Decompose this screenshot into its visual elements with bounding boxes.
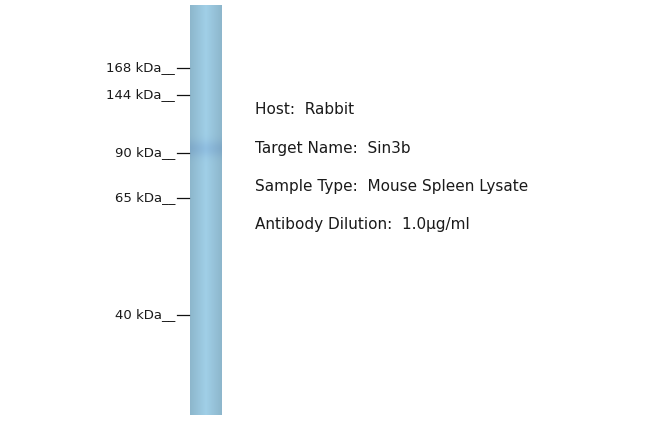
Text: Host:  Rabbit: Host: Rabbit [255, 103, 354, 117]
Text: 144 kDa__: 144 kDa__ [106, 88, 175, 101]
Text: 90 kDa__: 90 kDa__ [115, 146, 175, 159]
Text: 168 kDa__: 168 kDa__ [106, 61, 175, 74]
Text: 40 kDa__: 40 kDa__ [115, 308, 175, 321]
Text: Sample Type:  Mouse Spleen Lysate: Sample Type: Mouse Spleen Lysate [255, 178, 528, 194]
Text: 65 kDa__: 65 kDa__ [114, 191, 175, 204]
Text: Antibody Dilution:  1.0µg/ml: Antibody Dilution: 1.0µg/ml [255, 216, 470, 232]
Text: Target Name:  Sin3b: Target Name: Sin3b [255, 140, 411, 155]
